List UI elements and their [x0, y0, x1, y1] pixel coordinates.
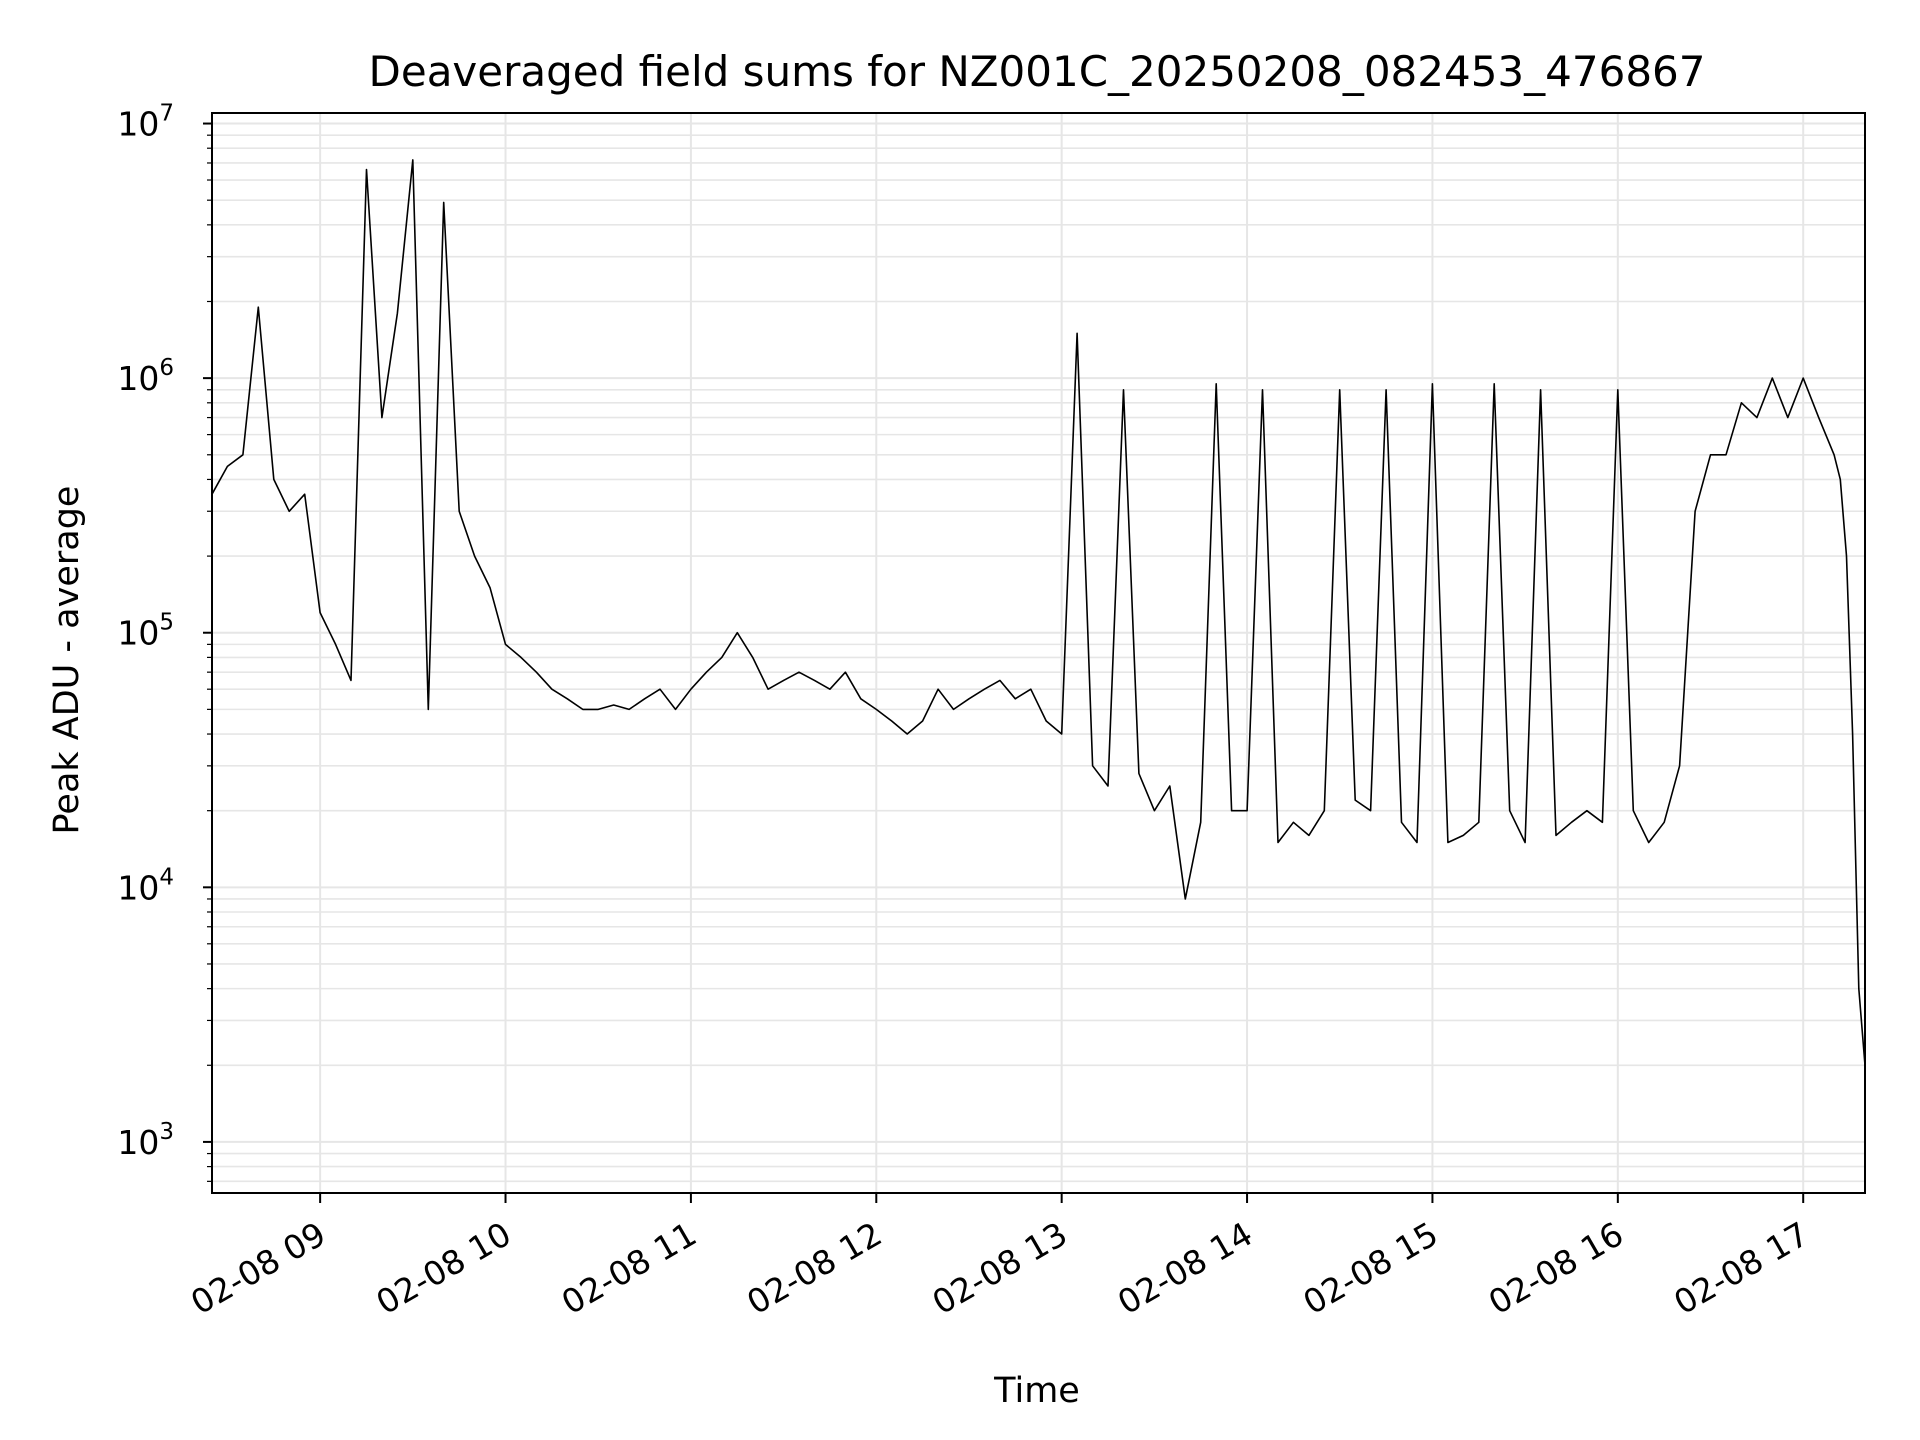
x-axis-title: Time [993, 1371, 1080, 1411]
y-tick-label: 106 [117, 355, 174, 398]
grid-lines [212, 113, 1865, 1193]
y-axis-title: Peak ADU - average [47, 486, 87, 835]
data-line-group [211, 159, 1866, 1066]
series-line [211, 159, 1866, 1066]
y-tick-label: 105 [117, 610, 174, 653]
chart-title: Deaveraged field sums for NZ001C_2025020… [369, 47, 1706, 96]
y-tick-label: 103 [117, 1119, 174, 1162]
y-tick-label: 107 [117, 101, 174, 144]
y-tick-label: 104 [117, 864, 174, 907]
plot-area-frame [211, 112, 1866, 1194]
